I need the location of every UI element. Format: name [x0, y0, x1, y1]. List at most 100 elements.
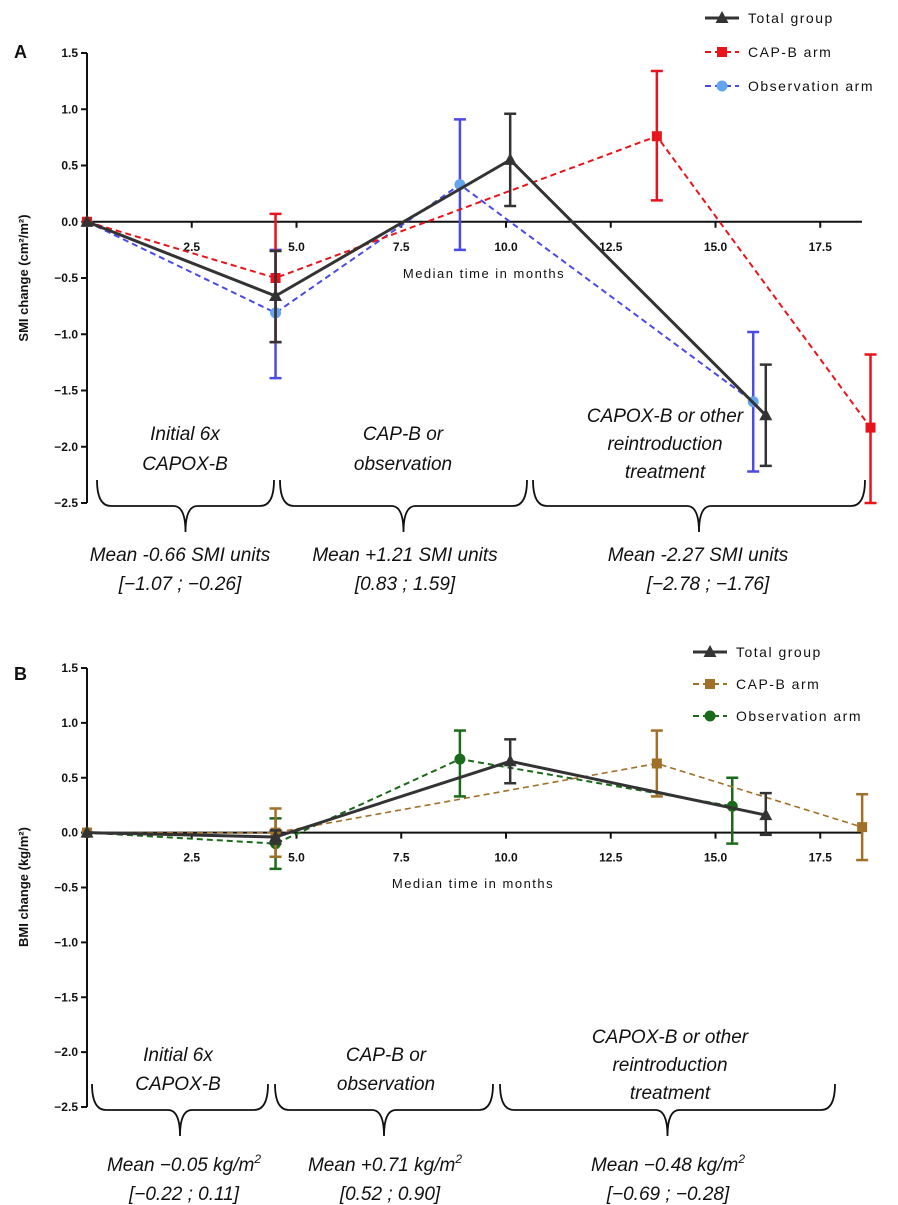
y-tick-label: −2.5 — [54, 1100, 78, 1114]
x-tick-label: 17.5 — [809, 851, 833, 865]
phase-ci: [−1.07 ; −0.26] — [118, 574, 242, 595]
y-tick-label: −2.5 — [54, 496, 78, 510]
phase-bracket — [96, 479, 275, 533]
phase-label: CAPOX-B — [135, 1074, 221, 1095]
series-line — [87, 762, 863, 834]
data-point — [865, 422, 876, 433]
y-tick-label: −0.5 — [54, 271, 78, 285]
data-point — [269, 289, 283, 301]
x-tick-label: 5.0 — [288, 240, 305, 254]
data-point — [503, 152, 517, 165]
legend-marker — [705, 679, 715, 689]
data-point — [759, 408, 773, 421]
data-point — [269, 830, 283, 843]
phase-mean: Mean -0.66 SMI units — [90, 545, 271, 566]
phase-label: reintroduction — [612, 1055, 727, 1076]
y-tick-label: 1.0 — [61, 102, 78, 116]
phase-label: observation — [354, 454, 452, 475]
x-tick-label: 10.0 — [494, 851, 518, 865]
data-point — [651, 758, 662, 769]
phase-ci: [−0.69 ; −0.28] — [606, 1184, 730, 1205]
phase-bracket — [279, 479, 528, 533]
y-axis-title: SMI change (cm²/m²) — [16, 214, 31, 341]
data-point — [857, 822, 868, 833]
phase-label: reintroduction — [607, 434, 722, 455]
series-line — [86, 183, 754, 403]
legend: Total group CAP-B arm Observation arm — [705, 10, 874, 94]
phase-ci: [0.52 ; 0.90] — [339, 1184, 441, 1205]
legend-label: CAP-B arm — [736, 676, 820, 692]
x-tick-label: 15.0 — [704, 851, 728, 865]
panel-letter: A — [14, 42, 27, 62]
phase-ci: [−2.78 ; −1.76] — [646, 574, 770, 595]
y-tick-label: 0.5 — [61, 771, 78, 785]
x-axis-title: Median time in months — [403, 266, 565, 281]
legend-marker — [717, 47, 727, 57]
x-tick-label: 12.5 — [599, 851, 623, 865]
phase-mean: Mean −0.48 kg/m2 — [591, 1152, 745, 1176]
y-tick-label: 1.5 — [61, 46, 78, 60]
phase-mean: Mean −0.05 kg/m2 — [107, 1152, 261, 1176]
phase-label: CAPOX-B or other — [592, 1027, 749, 1048]
phase-label: observation — [337, 1074, 435, 1095]
legend-label: CAP-B arm — [748, 44, 832, 60]
phase-label: CAPOX-B — [142, 454, 228, 475]
y-tick-label: −0.5 — [54, 881, 78, 895]
phase-bracket — [91, 1083, 269, 1137]
panel-B: B 1.5 1.0 0.5 0.0 −0.5 −1.0 −1.5 −2.0 −2.5 2.5 5.0 7… — [14, 644, 869, 1205]
legend: Total group CAP-B arm Observation arm — [693, 644, 862, 724]
phase-label: Initial 6x — [150, 424, 221, 445]
legend-label: Observation arm — [736, 708, 862, 724]
legend-marker — [704, 710, 716, 722]
phase-ci: [−0.22 ; 0.11] — [128, 1184, 240, 1205]
y-tick-label: −1.5 — [54, 384, 78, 398]
y-tick-label: −1.5 — [54, 990, 78, 1004]
x-tick-label: 15.0 — [704, 240, 728, 254]
legend-label: Observation arm — [748, 78, 874, 94]
series-line — [86, 759, 767, 839]
phase-label: CAPOX-B or other — [587, 406, 744, 427]
y-axis-title: BMI change (kg/m²) — [16, 827, 31, 947]
series-line — [86, 758, 733, 845]
y-tick-label: 0.0 — [61, 826, 78, 840]
y-tick-label: 0.0 — [61, 215, 78, 229]
x-tick-label: 2.5 — [183, 851, 200, 865]
x-tick-label: 7.5 — [393, 240, 410, 254]
data-point — [80, 214, 94, 227]
series-1 — [82, 729, 869, 862]
data-point — [651, 131, 662, 142]
x-tick-label: 2.5 — [183, 240, 200, 254]
x-tick-label: 12.5 — [599, 240, 623, 254]
legend-label: Total group — [736, 644, 822, 660]
phase-ci: [0.83 ; 1.59] — [354, 574, 456, 595]
series-0 — [80, 738, 773, 845]
phase-bracket — [499, 1083, 836, 1137]
phase-mean: Mean +0.71 kg/m2 — [308, 1152, 462, 1176]
series-line — [86, 135, 872, 429]
x-tick-label: 7.5 — [393, 851, 410, 865]
panel-letter: B — [14, 664, 27, 684]
phase-bracket — [532, 479, 866, 533]
data-point — [80, 825, 94, 838]
data-point — [759, 808, 773, 821]
panel-A: A 1.5 1.0 0.5 0.0 −0.5 −1.0 −1.5 −2.0 −2.5 2.5 5.0 7… — [14, 10, 877, 595]
phase-label: treatment — [630, 1083, 711, 1104]
phase-label: treatment — [625, 462, 706, 483]
series-2 — [81, 729, 739, 871]
y-tick-label: 1.0 — [61, 716, 78, 730]
y-tick-label: 0.5 — [61, 159, 78, 173]
y-tick-label: −1.0 — [54, 327, 78, 341]
y-tick-label: 1.5 — [61, 661, 78, 675]
superscript-2: 2 — [454, 1152, 462, 1166]
superscript-2: 2 — [737, 1152, 745, 1166]
y-tick-label: −2.0 — [54, 1045, 78, 1059]
x-tick-label: 5.0 — [288, 851, 305, 865]
y-tick-label: −1.0 — [54, 935, 78, 949]
x-tick-label: 10.0 — [494, 240, 518, 254]
legend-label: Total group — [748, 10, 834, 26]
phase-mean: Mean -2.27 SMI units — [608, 545, 789, 566]
phase-mean: Mean +1.21 SMI units — [312, 545, 498, 566]
phase-bracket — [274, 1083, 494, 1137]
x-axis-title: Median time in months — [392, 876, 554, 891]
